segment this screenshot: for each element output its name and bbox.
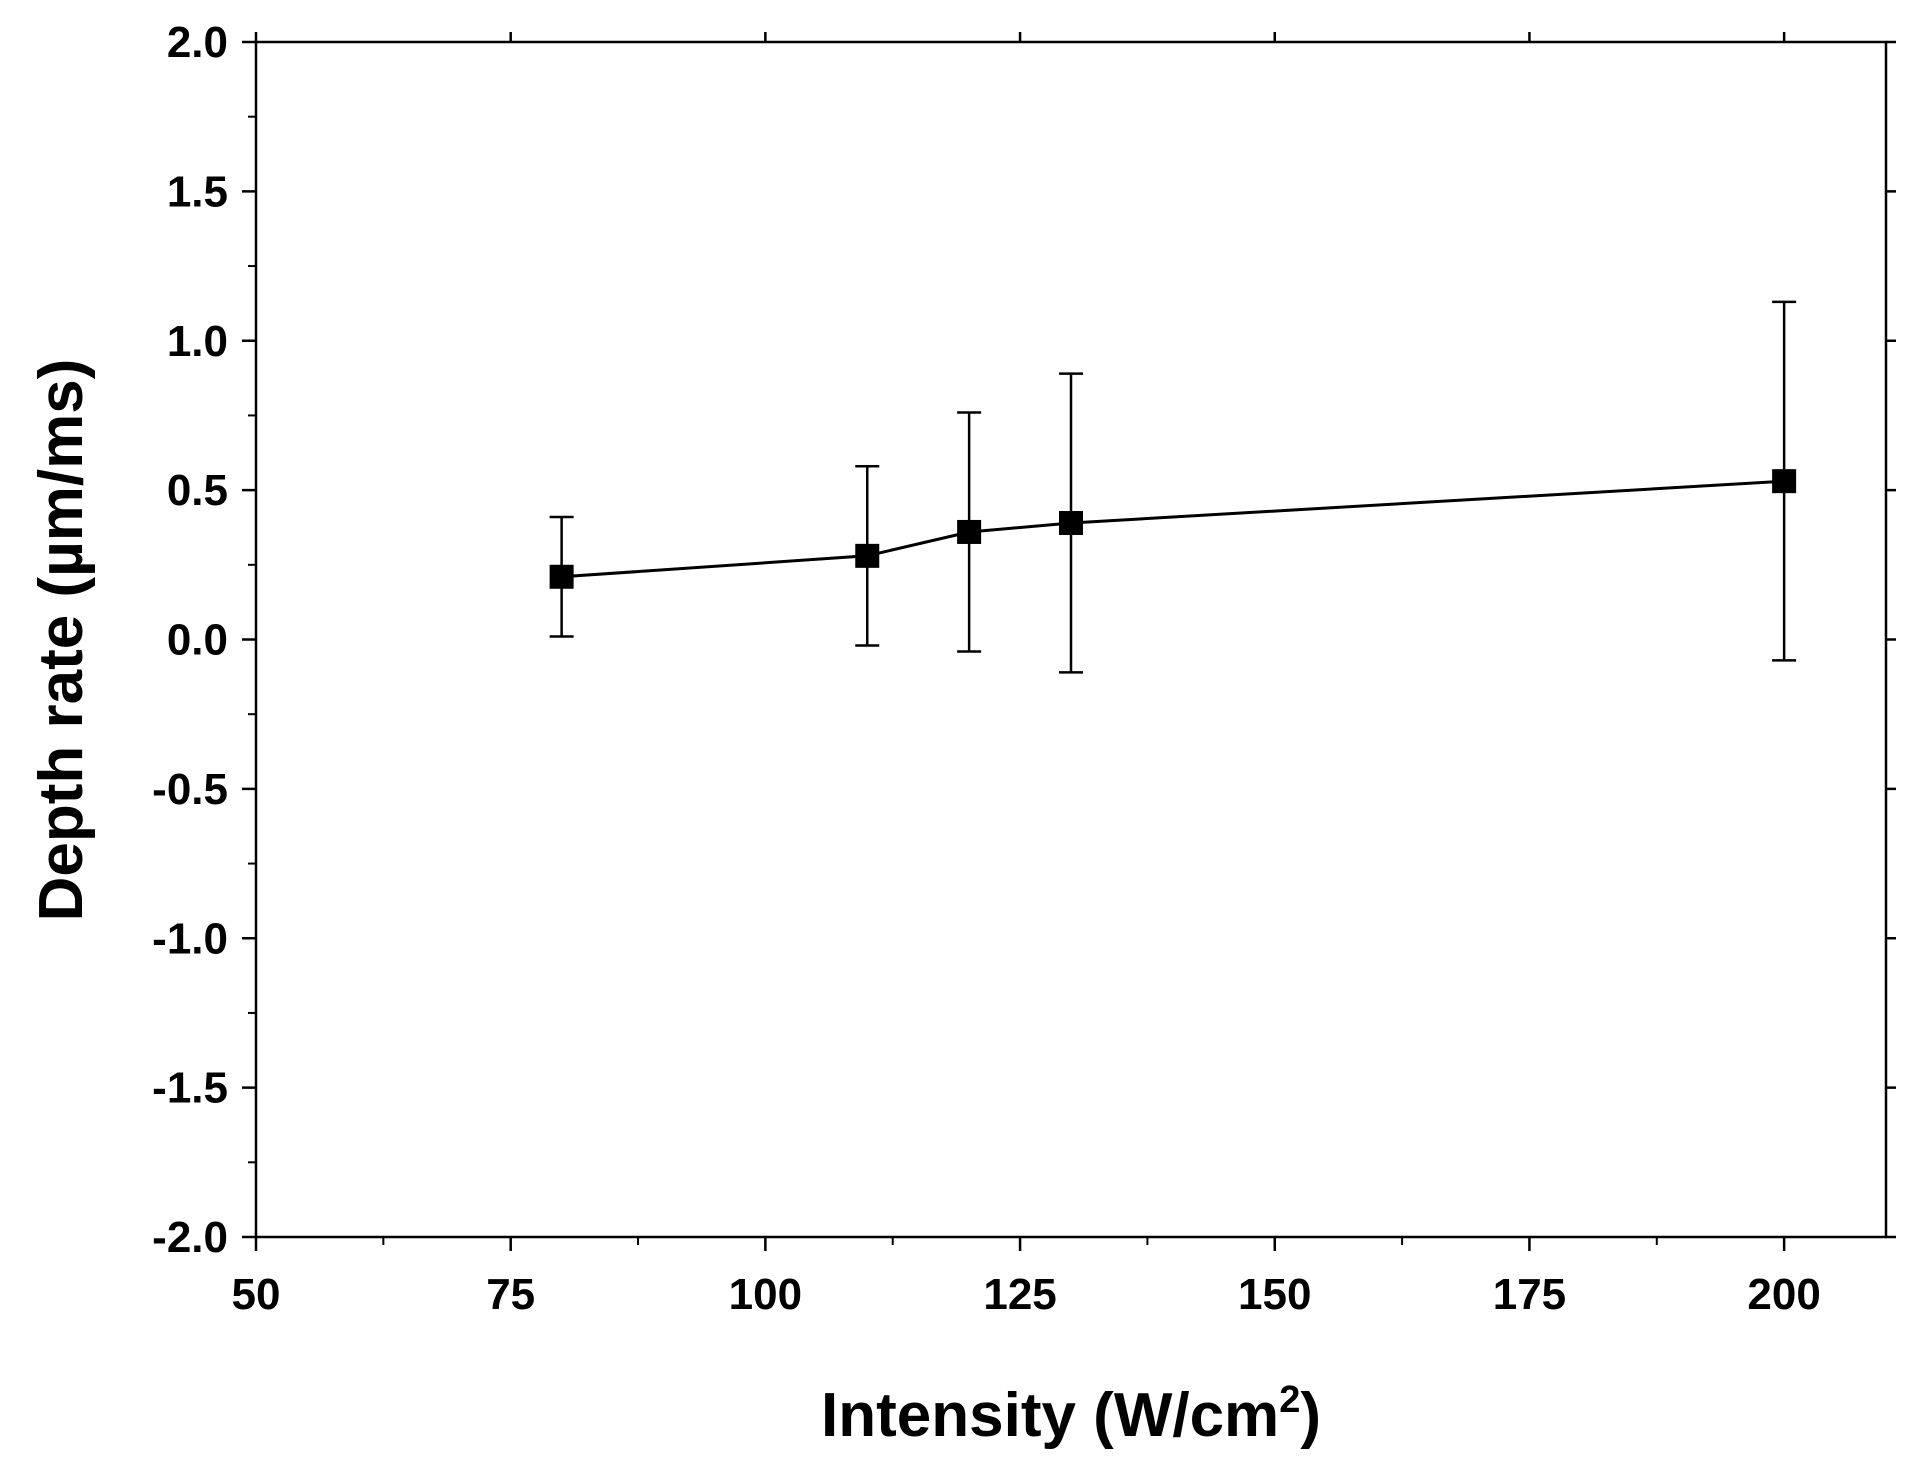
series-layer <box>549 300 1797 674</box>
data-point <box>855 543 880 568</box>
y-tick-label: 1.5 <box>167 167 228 216</box>
y-axis-title: Depth rate (µm/ms) <box>27 359 96 922</box>
data-point <box>1772 469 1797 494</box>
y-axis-ticks: -2.0 -1.5 -1.0 -0.5 0.0 0.5 1.0 1.5 2.0 <box>152 18 1896 1262</box>
x-tick-label: 175 <box>1493 1270 1566 1319</box>
y-tick-label: 1.0 <box>167 317 228 366</box>
x-tick-label: 200 <box>1747 1270 1820 1319</box>
x-tick-label: 75 <box>486 1270 535 1319</box>
x-axis-ticks: 50 75 100 125 150 175 200 <box>232 32 1821 1319</box>
x-axis-title-superscript: 2 <box>1279 1379 1300 1421</box>
x-axis-title-suffix: ) <box>1300 1381 1321 1450</box>
y-tick-label: -0.5 <box>152 765 228 814</box>
x-tick-label: 125 <box>983 1270 1056 1319</box>
data-point <box>957 519 982 544</box>
y-tick-label: 0.0 <box>167 616 228 665</box>
y-tick-label: -2.0 <box>152 1213 228 1262</box>
data-point <box>549 564 574 589</box>
x-axis-title: Intensity (W/cm2) <box>821 1379 1321 1450</box>
x-tick-label: 100 <box>729 1270 802 1319</box>
y-tick-label: 2.0 <box>167 18 228 67</box>
series-line <box>561 479 1785 579</box>
y-tick-label: -1.5 <box>152 1064 228 1113</box>
data-point <box>1059 510 1083 535</box>
y-tick-label: 0.5 <box>167 466 228 515</box>
y-tick-label: -1.0 <box>152 914 228 963</box>
x-tick-label: 50 <box>232 1270 281 1319</box>
x-tick-label: 150 <box>1238 1270 1311 1319</box>
x-axis-title-prefix: Intensity (W/cm <box>821 1381 1279 1450</box>
